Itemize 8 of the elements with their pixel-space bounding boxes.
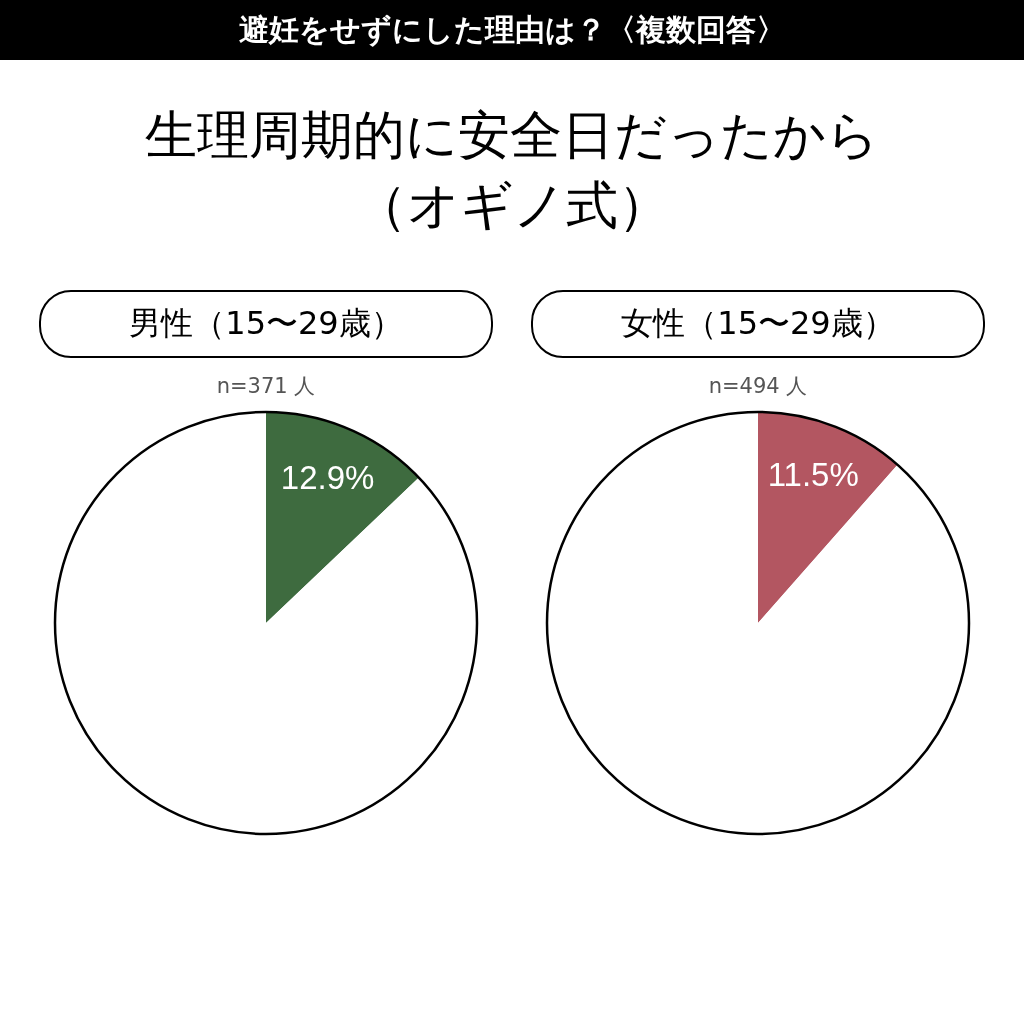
chart-title: 女性（15〜29歳）: [531, 290, 985, 358]
data-label: 11.5%: [767, 456, 859, 494]
text: 生理周期的に安全日だったから（オギノ式）: [144, 104, 880, 237]
chart-subtitle: n=371 人: [216, 373, 316, 400]
chart-title: 男性（15〜29歳）: [39, 290, 493, 358]
data-label: 12.9%: [280, 458, 375, 496]
chart-subtitle: n=494 人: [708, 373, 808, 400]
text: 避妊をせずにした理由は？〈複数回答〉: [0, 0, 1024, 60]
